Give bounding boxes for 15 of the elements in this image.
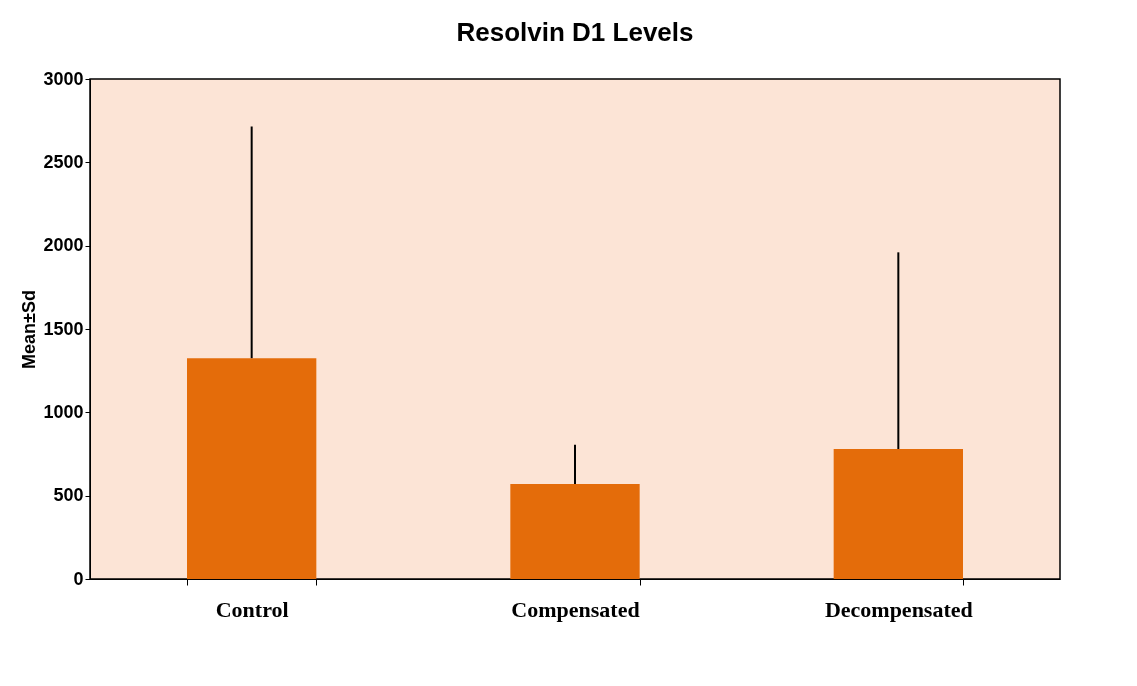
y-tick-label: 2000 [43, 235, 84, 256]
y-tick-label: 3000 [43, 68, 84, 89]
y-tick-label: 0 [73, 568, 84, 589]
x-tick-label: Compensated [511, 596, 640, 622]
y-tick-label: 500 [53, 485, 84, 506]
y-axis-title: Mean±Sd [19, 290, 40, 369]
y-tick-label: 1500 [43, 318, 84, 339]
y-tick-label: 1000 [43, 401, 84, 422]
x-tick-label: Decompensated [824, 596, 973, 622]
y-tick-label: 2500 [43, 151, 84, 172]
bar [187, 358, 317, 579]
chart-title: Resolvin D1 Levels [456, 17, 694, 47]
bar [510, 484, 640, 579]
x-tick-label: Control [215, 596, 289, 622]
bar [833, 449, 963, 579]
